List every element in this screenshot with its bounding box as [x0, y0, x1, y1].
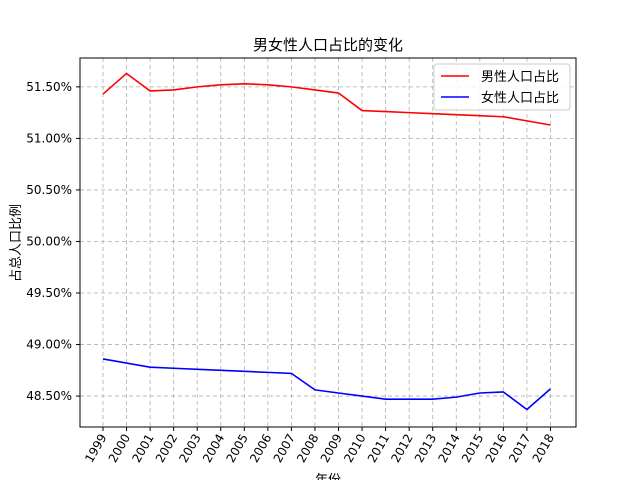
plot-frame	[79, 57, 577, 428]
y-tick-label: 49.00%	[26, 338, 72, 352]
legend: 男性人口占比 女性人口占比	[433, 63, 571, 111]
y-tick-label: 51.00%	[26, 131, 72, 145]
y-axis: 48.50% 49.00% 49.50% 50.00% 50.50% 51.00% 51.5…	[26, 80, 80, 403]
chart-title: 男女性人口占比的变化	[253, 36, 403, 54]
y-tick-label: 49.50%	[26, 286, 72, 300]
x-tick-label: 2003	[176, 432, 203, 465]
series-line-male	[102, 72, 551, 126]
x-tick-label: 2002	[153, 432, 180, 465]
x-tick-label: 2007	[271, 432, 298, 465]
y-tick-label: 50.50%	[26, 183, 72, 197]
x-tick-label: 2017	[506, 432, 533, 465]
y-tick-label: 50.00%	[26, 234, 72, 248]
y-tick-label: 51.50%	[26, 80, 72, 94]
x-tick-label: 2001	[129, 432, 156, 465]
legend-label-female: 女性人口占比	[481, 90, 559, 106]
x-tick-label: 2013	[412, 432, 439, 465]
series-layer	[102, 72, 551, 411]
x-tick-label: 2000	[106, 432, 133, 465]
x-tick-label: 1999	[82, 432, 109, 465]
x-tick-label: 2008	[294, 432, 321, 465]
x-tick-label: 2010	[341, 432, 368, 465]
x-tick-label: 2006	[247, 432, 274, 465]
x-tick-label: 2016	[483, 432, 510, 465]
x-tick-label: 2005	[224, 432, 251, 465]
series-line-female	[102, 358, 551, 411]
x-axis: 1999200020012002200320042005200620072008…	[82, 427, 557, 465]
y-axis-title: 占总人口比例	[9, 204, 24, 282]
x-tick-label: 2011	[365, 432, 392, 465]
x-tick-label: 2012	[388, 432, 415, 465]
y-tick-label: 48.50%	[26, 389, 72, 403]
x-tick-label: 2018	[530, 432, 557, 465]
x-tick-label: 2015	[459, 432, 486, 465]
x-tick-label: 2004	[200, 432, 227, 465]
x-tick-label: 2009	[318, 432, 345, 465]
grid-layer	[80, 58, 576, 427]
x-axis-title: 年份	[315, 473, 341, 480]
x-tick-label: 2014	[435, 432, 462, 465]
legend-label-male: 男性人口占比	[481, 70, 559, 85]
